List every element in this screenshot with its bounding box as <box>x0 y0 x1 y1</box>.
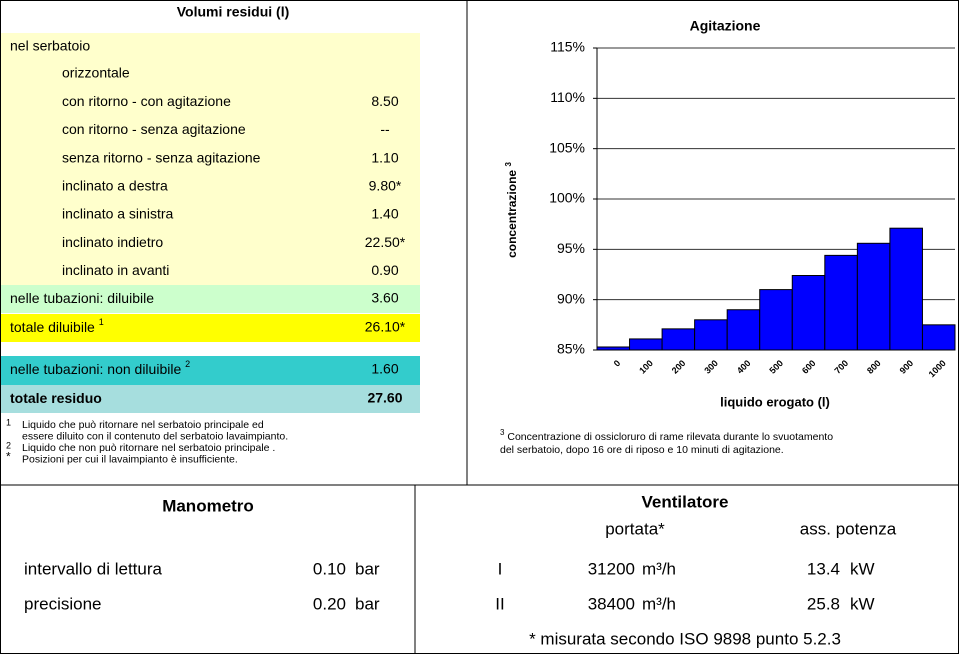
bar <box>856 242 891 351</box>
chart-note: 3 Concentrazione di ossicloruro di rame … <box>500 428 833 443</box>
band-blue <box>0 385 420 413</box>
footnote-ref: 1 <box>99 317 104 327</box>
row-label: nelle tubazioni: diluibile <box>10 290 154 306</box>
row-label: intervallo di lettura <box>24 559 163 578</box>
bar <box>824 254 858 351</box>
column-header: portata* <box>605 519 665 538</box>
row-value: 8.50 <box>371 93 398 109</box>
footnote-text: essere diluito con il contenuto del serb… <box>22 430 288 442</box>
row-value: 3.60 <box>371 290 398 306</box>
flow-value: 31200 <box>588 559 635 578</box>
footnote-text: Liquido che non può ritornare nel serbat… <box>22 442 275 454</box>
footnote-text: Liquido che può ritornare nel serbatoio … <box>22 419 264 431</box>
x-axis-label: liquido erogato (l) <box>720 394 830 409</box>
row-value: 0.90 <box>371 262 398 278</box>
row-label: orizzontale <box>62 65 130 81</box>
bar <box>759 289 793 351</box>
row-label: con ritorno - con agitazione <box>62 93 231 109</box>
y-tick-label: 105% <box>549 139 585 155</box>
chart-title: Agitazione <box>690 18 761 34</box>
flow-unit: m³/h <box>642 594 676 613</box>
chart-note-text: Concentrazione di ossicloruro di rame ri… <box>507 431 833 443</box>
row-unit: bar <box>355 559 380 578</box>
row-label: inclinato in avanti <box>62 262 169 278</box>
row-value: 26.10* <box>365 319 406 335</box>
row-label: totale diluibile 1 <box>10 317 104 334</box>
row-label: inclinato a sinistra <box>62 206 173 222</box>
row-label: II <box>495 594 504 613</box>
bar <box>629 338 663 351</box>
power-value: 25.8 <box>807 594 840 613</box>
footnote: * misurata secondo ISO 9898 punto 5.2.3 <box>529 629 841 648</box>
row-value: 1.60 <box>371 361 398 377</box>
band-teal <box>0 356 420 385</box>
row-label: senza ritorno - senza agitazione <box>62 149 261 165</box>
row-label-text: nelle tubazioni: diluibile <box>10 290 154 306</box>
row-label-text: totale diluibile <box>10 319 95 335</box>
row-label: precisione <box>24 594 102 613</box>
row-value: 0.10 <box>313 559 346 578</box>
band-green <box>0 285 420 313</box>
footnote-ref: 2 <box>185 359 190 369</box>
footnote-mark: * <box>6 450 11 464</box>
row-value: 1.10 <box>371 149 398 165</box>
row-label: inclinato indietro <box>62 234 163 250</box>
row-label: con ritorno - senza agitazione <box>62 121 246 137</box>
y-tick-label: 110% <box>550 89 585 105</box>
bar <box>694 319 728 351</box>
power-value: 13.4 <box>807 559 840 578</box>
y-axis-label-note: 3 <box>504 162 513 167</box>
y-tick-label: 115% <box>550 39 585 55</box>
row-label-text: totale residuo <box>10 390 102 406</box>
chart-note-text: del serbatoio, dopo 16 ore di riposo e 1… <box>500 444 784 456</box>
row-value: 9.80* <box>369 178 402 194</box>
bar <box>726 309 761 351</box>
row-label: nel serbatoio <box>10 38 90 54</box>
power-unit: kW <box>850 594 875 613</box>
bar <box>661 328 696 351</box>
power-unit: kW <box>850 559 875 578</box>
x-tick-label: 0 <box>612 358 623 369</box>
y-tick-label: 85% <box>557 341 585 357</box>
footnote-mark: 1 <box>6 417 11 427</box>
row-value: 27.60 <box>367 390 402 406</box>
row-label-text: nelle tubazioni: non diluibile <box>10 361 181 377</box>
y-axis-label-text: concentrazione <box>505 170 519 258</box>
column-header: ass. potenza <box>800 519 897 538</box>
bar <box>791 275 826 351</box>
bar <box>889 227 923 351</box>
band-yellow <box>0 314 420 342</box>
bar <box>921 324 956 351</box>
row-value: 22.50* <box>365 234 406 250</box>
row-value: -- <box>380 121 390 137</box>
y-tick-label: 95% <box>557 240 585 256</box>
row-label: inclinato a destra <box>62 178 168 194</box>
chart-note: del serbatoio, dopo 16 ore di riposo e 1… <box>500 444 784 456</box>
footnote-text: Posizioni per cui il lavaimpianto è insu… <box>22 453 238 465</box>
tank-band <box>0 33 420 285</box>
row-label: totale residuo <box>10 390 102 406</box>
y-axis-label: concentrazione 3 <box>504 162 520 258</box>
chart-note-mark: 3 <box>500 428 505 437</box>
flow-unit: m³/h <box>642 559 676 578</box>
row-value: 0.20 <box>313 594 346 613</box>
row-label: nelle tubazioni: non diluibile 2 <box>10 359 190 376</box>
section-title: Manometro <box>162 496 254 515</box>
row-label: I <box>498 559 503 578</box>
row-unit: bar <box>355 594 380 613</box>
flow-value: 38400 <box>588 594 635 613</box>
footnote-mark: 2 <box>6 440 11 450</box>
table-title: Volumi residui (l) <box>177 4 290 20</box>
row-value: 1.40 <box>371 206 398 222</box>
y-tick-label: 90% <box>557 290 585 306</box>
section-title: Ventilatore <box>642 492 729 511</box>
y-tick-label: 100% <box>549 190 585 206</box>
